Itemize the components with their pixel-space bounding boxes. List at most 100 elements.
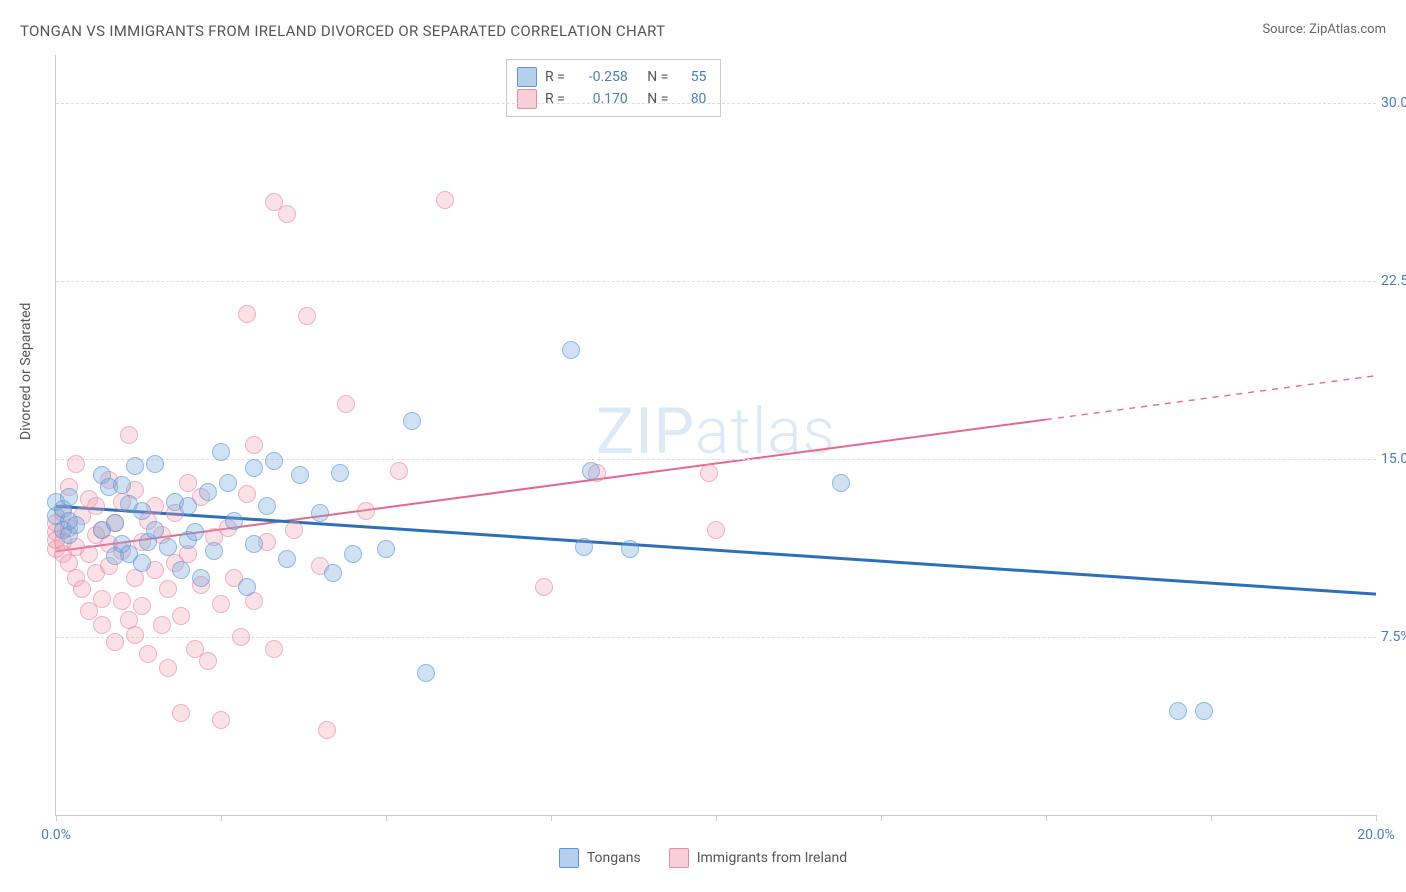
xtick [56, 815, 57, 821]
ytick-label: 7.5% [1381, 629, 1406, 645]
chart-title: TONGAN VS IMMIGRANTS FROM IRELAND DIVORC… [20, 22, 665, 40]
chart-container: TONGAN VS IMMIGRANTS FROM IRELAND DIVORC… [0, 0, 1406, 892]
data-point [331, 464, 349, 482]
data-point [417, 664, 435, 682]
data-point [80, 545, 98, 563]
tongans-label: Tongans [587, 850, 641, 866]
data-point [159, 538, 177, 556]
data-point [133, 554, 151, 572]
data-point [172, 607, 190, 625]
data-point [390, 462, 408, 480]
data-point [324, 564, 342, 582]
data-point [106, 633, 124, 651]
data-point [133, 502, 151, 520]
legend-row-tongans: R = -0.258 N = 55 [517, 66, 706, 88]
xtick-label: 20.0% [1357, 827, 1395, 843]
data-point [582, 462, 600, 480]
data-point [179, 497, 197, 515]
watermark-bold: ZIP [596, 394, 695, 469]
xtick [386, 815, 387, 821]
data-point [832, 474, 850, 492]
swatch-pink [669, 848, 689, 868]
xtick [1376, 815, 1377, 821]
data-point [93, 590, 111, 608]
data-point [192, 569, 210, 587]
data-point [199, 483, 217, 501]
data-point [179, 474, 197, 492]
n-label: N = [647, 91, 668, 107]
data-point [73, 580, 91, 598]
legend-item-tongans: Tongans [559, 848, 641, 868]
data-point [357, 502, 375, 520]
data-point [139, 645, 157, 663]
legend-row-ireland: R = 0.170 N = 80 [517, 88, 706, 110]
data-point [126, 457, 144, 475]
data-point [199, 652, 217, 670]
data-point [225, 512, 243, 530]
data-point [265, 640, 283, 658]
xtick-label: 0.0% [41, 827, 71, 843]
xtick [1046, 815, 1047, 821]
data-point [436, 191, 454, 209]
ytick-label: 22.5% [1381, 273, 1406, 289]
data-point [278, 205, 296, 223]
trend-line-dashed [1046, 376, 1376, 420]
data-point [153, 616, 171, 634]
source-name[interactable]: ZipAtlas.com [1309, 22, 1386, 37]
tongans-r-value: -0.258 [573, 69, 628, 85]
data-point [377, 540, 395, 558]
r-label: R = [545, 69, 565, 85]
data-point [238, 485, 256, 503]
data-point [311, 504, 329, 522]
data-point [337, 395, 355, 413]
gridline [56, 637, 1376, 638]
data-point [318, 721, 336, 739]
data-point [298, 307, 316, 325]
n-label: N = [647, 69, 668, 85]
r-label: R = [545, 91, 565, 107]
gridline [56, 281, 1376, 282]
data-point [212, 595, 230, 613]
data-point [344, 545, 362, 563]
data-point [245, 459, 263, 477]
ytick-label: 30.0% [1381, 95, 1406, 111]
data-point [575, 538, 593, 556]
data-point [562, 341, 580, 359]
data-point [67, 516, 85, 534]
data-point [146, 455, 164, 473]
data-point [126, 626, 144, 644]
data-point [707, 521, 725, 539]
data-point [60, 488, 78, 506]
data-point [238, 305, 256, 323]
data-point [159, 659, 177, 677]
xtick [551, 815, 552, 821]
data-point [113, 476, 131, 494]
swatch-pink [517, 89, 537, 109]
data-point [1195, 702, 1213, 720]
data-point [67, 455, 85, 473]
data-point [205, 542, 223, 560]
ireland-n-value: 80 [676, 91, 706, 107]
ytick-label: 15.0% [1381, 451, 1406, 467]
xtick [1211, 815, 1212, 821]
data-point [106, 514, 124, 532]
data-point [172, 704, 190, 722]
data-point [258, 497, 276, 515]
legend-item-ireland: Immigrants from Ireland [669, 848, 847, 868]
watermark: ZIPatlas [596, 394, 836, 469]
tongans-n-value: 55 [676, 69, 706, 85]
swatch-blue [559, 848, 579, 868]
data-point [113, 592, 131, 610]
data-point [1169, 702, 1187, 720]
data-point [535, 578, 553, 596]
swatch-blue [517, 67, 537, 87]
gridline [56, 103, 1376, 104]
data-point [265, 452, 283, 470]
data-point [232, 628, 250, 646]
xtick [716, 815, 717, 821]
data-point [186, 523, 204, 541]
data-point [700, 464, 718, 482]
ireland-r-value: 0.170 [573, 91, 628, 107]
data-point [403, 412, 421, 430]
data-point [245, 535, 263, 553]
